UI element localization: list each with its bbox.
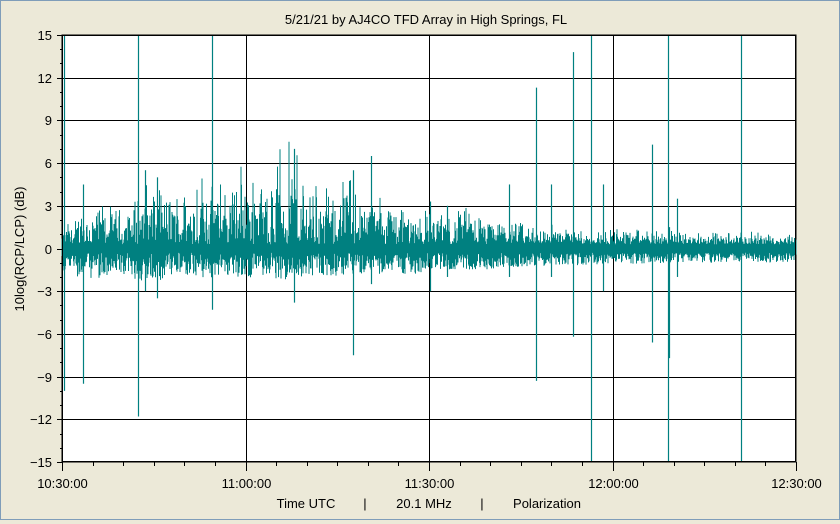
y-tick-label: −9: [37, 370, 52, 385]
y-axis-label: 10log(RCP/LCP) (dB): [12, 187, 27, 312]
frame-layer: [62, 35, 796, 462]
x-tick-label: 10:30:00: [37, 476, 88, 491]
y-tick-label: 3: [45, 199, 52, 214]
y-tick-label: −3: [37, 284, 52, 299]
x-tick-label: 12:00:00: [588, 476, 639, 491]
y-tick-label: 6: [45, 156, 52, 171]
axis-layer: 15 12 9 6 3 0 −3 −6 −9 −12 −15 10:30:00 11:00:00 11:3…: [30, 28, 822, 491]
y-tick-label: 15: [38, 28, 52, 43]
x-tick-label: 11:30:00: [405, 476, 455, 491]
x-caption-separator: |: [363, 496, 366, 511]
y-tick-label: 9: [45, 113, 52, 128]
x-axis-caption: Time UTC | 20.1 MHz | Polarization: [277, 496, 581, 511]
x-tick-label: 12:30:00: [771, 476, 822, 491]
frequency-label: 20.1 MHz: [396, 496, 452, 511]
y-tick-label: −6: [37, 327, 52, 342]
polarization-label: Polarization: [513, 496, 581, 511]
plot-frame: [62, 35, 796, 462]
y-tick-label: 12: [38, 71, 52, 86]
x-caption-separator: |: [480, 496, 483, 511]
y-tick-label: −12: [30, 412, 52, 427]
x-axis-label: Time UTC: [277, 496, 336, 511]
y-tick-label: 0: [45, 242, 52, 257]
chart-title: 5/21/21 by AJ4CO TFD Array in High Sprin…: [285, 12, 567, 27]
y-tick-label: −15: [30, 455, 52, 470]
x-tick-label: 11:00:00: [222, 476, 272, 491]
